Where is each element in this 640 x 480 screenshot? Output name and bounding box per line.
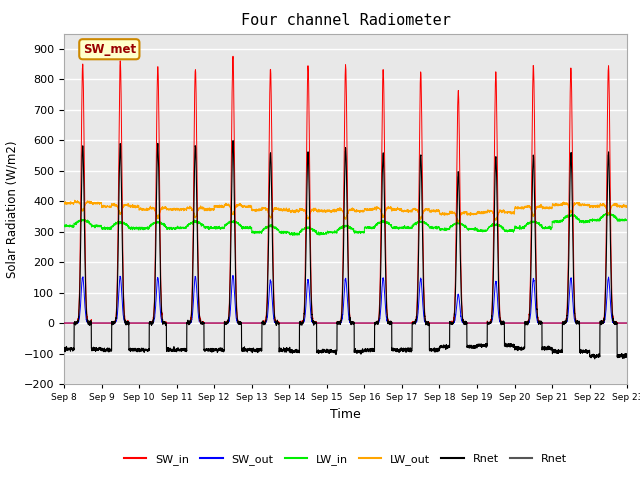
SW_out [472, 320, 480, 326]
LW_in [60, 224, 68, 229]
LW_in [472, 226, 480, 231]
LW_out [472, 212, 480, 217]
Rnet [161, 321, 169, 327]
LW_in [325, 229, 333, 235]
LW_in [623, 217, 631, 223]
LW_in [441, 225, 449, 231]
Rnet [441, 344, 449, 349]
SW_out [161, 320, 169, 325]
SW_in [60, 320, 68, 326]
Line: LW_out: LW_out [64, 200, 627, 222]
SW_in [623, 320, 630, 326]
Title: Four channel Radiometer: Four channel Radiometer [241, 13, 451, 28]
SW_in [504, 320, 512, 326]
Y-axis label: Solar Radiation (W/m2): Solar Radiation (W/m2) [5, 140, 18, 277]
Rnet [504, 341, 512, 347]
Line: Rnet: Rnet [64, 141, 627, 359]
Rnet [325, 348, 333, 353]
LW_out [504, 209, 512, 215]
Rnet [623, 354, 631, 360]
LW_in [161, 222, 169, 228]
Line: LW_in: LW_in [64, 213, 627, 236]
SW_in [229, 53, 237, 59]
SW_in [623, 320, 631, 326]
Line: SW_out: SW_out [64, 276, 627, 323]
SW_in [161, 319, 169, 324]
LW_out [623, 204, 631, 209]
LW_in [289, 233, 297, 239]
Rnet [623, 353, 630, 359]
Rnet [472, 344, 480, 349]
LW_out [60, 200, 68, 206]
SW_in [441, 320, 449, 326]
SW_out [623, 320, 631, 326]
Rnet [229, 138, 237, 144]
LW_in [623, 217, 630, 223]
LW_out [441, 212, 449, 217]
Line: SW_in: SW_in [64, 56, 627, 323]
Rnet [60, 347, 68, 352]
SW_out [60, 320, 68, 326]
SW_out [504, 320, 512, 326]
Rnet [591, 356, 598, 362]
SW_out [441, 320, 449, 326]
SW_out [325, 320, 333, 326]
SW_in [472, 320, 480, 326]
LW_out [161, 204, 169, 209]
SW_out [623, 320, 630, 326]
X-axis label: Time: Time [330, 408, 361, 420]
LW_out [455, 219, 463, 225]
LW_out [325, 208, 333, 214]
LW_in [604, 210, 612, 216]
Text: SW_met: SW_met [83, 43, 136, 56]
Legend: SW_in, SW_out, LW_in, LW_out, Rnet, Rnet: SW_in, SW_out, LW_in, LW_out, Rnet, Rnet [120, 450, 572, 469]
SW_out [229, 273, 237, 278]
LW_out [71, 197, 79, 203]
SW_in [325, 320, 333, 326]
LW_in [504, 229, 512, 235]
LW_out [623, 204, 630, 210]
